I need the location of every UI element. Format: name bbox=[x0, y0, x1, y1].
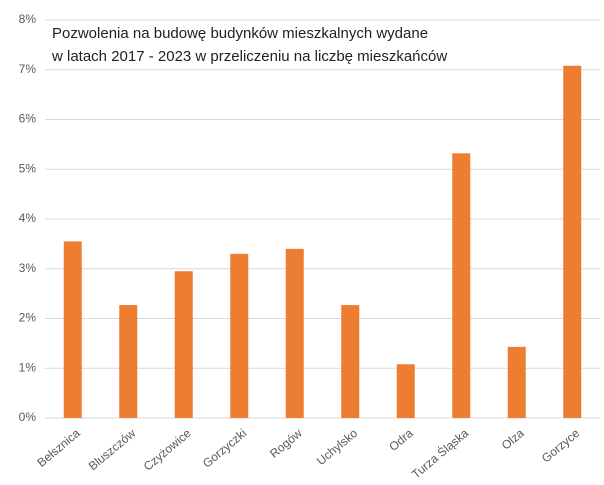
y-tick-label: 7% bbox=[19, 62, 37, 76]
bar bbox=[174, 271, 193, 418]
bar bbox=[119, 305, 138, 418]
bar bbox=[341, 305, 360, 418]
chart-title: Pozwolenia na budowę budynków mieszkalny… bbox=[52, 25, 428, 42]
bar bbox=[285, 248, 304, 418]
y-tick-label: 5% bbox=[19, 161, 37, 175]
bar bbox=[230, 253, 249, 418]
bar bbox=[563, 65, 582, 419]
bar bbox=[507, 346, 526, 418]
y-tick-label: 0% bbox=[19, 410, 37, 424]
x-tick-label: Rogów bbox=[267, 426, 305, 461]
x-tick-label: Turza Śląska bbox=[408, 425, 471, 481]
y-tick-label: 1% bbox=[19, 360, 37, 374]
x-tick-label: Gorzyczki bbox=[200, 426, 249, 471]
y-tick-label: 2% bbox=[19, 311, 37, 325]
y-tick-label: 8% bbox=[19, 12, 37, 26]
x-tick-label: Uchylsko bbox=[314, 426, 361, 468]
x-tick-label: Czyżowice bbox=[141, 426, 194, 474]
y-tick-label: 6% bbox=[19, 112, 37, 126]
x-tick-label: Odra bbox=[386, 426, 416, 454]
x-tick-label: Bełsznica bbox=[34, 426, 83, 470]
y-tick-label: 3% bbox=[19, 261, 37, 275]
y-tick-label: 4% bbox=[19, 211, 37, 225]
x-tick-label: Bluszczów bbox=[86, 426, 139, 473]
bar bbox=[396, 364, 415, 418]
chart-title: w latach 2017 - 2023 w przeliczeniu na l… bbox=[51, 48, 447, 65]
x-tick-label: Gorzyce bbox=[539, 426, 582, 466]
bar bbox=[63, 241, 82, 418]
x-tick-label: Olza bbox=[499, 426, 527, 453]
bar bbox=[452, 153, 471, 418]
